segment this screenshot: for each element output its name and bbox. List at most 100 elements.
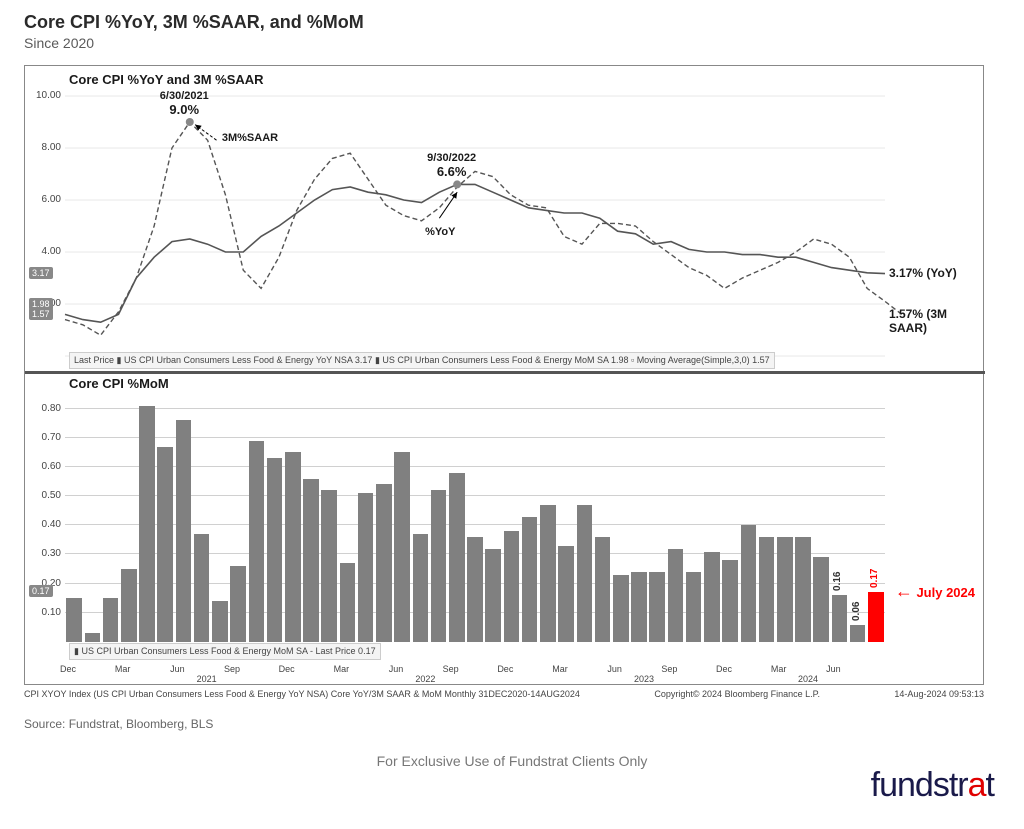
y-tick: 4.00: [31, 246, 61, 257]
y-tick: 10.00: [31, 90, 61, 101]
bottom-panel: Core CPI %MoM 0.100.200.300.400.500.600.…: [25, 374, 985, 664]
bar: [413, 534, 428, 642]
y-tick: 0.80: [31, 403, 61, 414]
annot-june-2021: 6/30/20219.0%: [160, 90, 209, 117]
x-tick-label: Sep: [217, 664, 247, 674]
x-tick-label: Dec: [272, 664, 302, 674]
bar: [649, 572, 664, 642]
subtitle: Since 2020: [24, 35, 1000, 51]
bar: [303, 479, 318, 642]
bar: [431, 490, 446, 642]
y-tick: 0.50: [31, 490, 61, 501]
x-tick-label: Sep: [654, 664, 684, 674]
x-axis: Dec Mar Jun Sep Dec Mar Jun Sep Dec Mar Jun Sep Dec M…: [25, 664, 985, 686]
footer-left: CPI XYOY Index (US CPI Urban Consumers L…: [24, 689, 580, 699]
source-line: Source: Fundstrat, Bloomberg, BLS: [24, 717, 1000, 731]
bar: [813, 557, 828, 642]
bar: [449, 473, 464, 642]
arrow-left-icon: ←: [895, 581, 913, 601]
x-tick-label: Mar: [764, 664, 794, 674]
bar: [103, 598, 118, 642]
end-label: 1.57% (3M SAAR): [889, 307, 985, 335]
bar: [558, 546, 573, 642]
end-label: 3.17% (YoY): [889, 266, 957, 280]
bar: [121, 569, 136, 642]
yoy-series-label: %YoY: [425, 226, 455, 238]
bar: [267, 458, 282, 642]
x-tick-label: Jun: [162, 664, 192, 674]
y-tick: 0.40: [31, 519, 61, 530]
main-title: Core CPI %YoY, 3M %SAAR, and %MoM: [24, 12, 1000, 33]
july-2024-callout: ← July 2024: [895, 581, 975, 602]
saar-series-label: 3M%SAAR: [222, 132, 278, 144]
bar: [321, 490, 336, 642]
bar: [285, 452, 300, 642]
x-tick-label: Jun: [381, 664, 411, 674]
bar: [722, 560, 737, 642]
bar: [795, 537, 810, 642]
x-tick-label: Mar: [108, 664, 138, 674]
y-tick: 8.00: [31, 142, 61, 153]
y-badge: 3.17: [29, 267, 53, 279]
bar: [522, 517, 537, 642]
x-tick-label: Dec: [709, 664, 739, 674]
bar: [66, 598, 81, 642]
x-tick-label: Mar: [326, 664, 356, 674]
bar: [157, 447, 172, 642]
bar: [358, 493, 373, 642]
bar: [176, 420, 191, 642]
footer-notes: CPI XYOY Index (US CPI Urban Consumers L…: [24, 689, 984, 699]
bar-value-label: 0.16: [832, 572, 843, 591]
y-badge: 0.17: [29, 585, 53, 597]
bar: [832, 595, 847, 642]
bar: [504, 531, 519, 642]
x-year-label: 2021: [187, 674, 227, 684]
x-year-label: 2023: [624, 674, 664, 684]
top-legend: Last Price ▮ US CPI Urban Consumers Less…: [69, 352, 775, 369]
y-tick: 0.30: [31, 548, 61, 559]
bar: [467, 537, 482, 642]
x-tick-label: Sep: [436, 664, 466, 674]
bar-container: 0.160.060.17: [65, 394, 885, 642]
annot-sep-2022: 9/30/20226.6%: [427, 152, 476, 179]
x-tick-label: Jun: [818, 664, 848, 674]
bar: [212, 601, 227, 642]
bar: [139, 406, 154, 642]
bar: [230, 566, 245, 642]
gridline: [65, 408, 885, 409]
bar: [595, 537, 610, 642]
x-tick-label: Mar: [545, 664, 575, 674]
bar: [194, 534, 209, 642]
top-panel: Core CPI %YoY and 3M %SAAR 2.004.006.008…: [25, 66, 985, 371]
bottom-panel-title: Core CPI %MoM: [69, 376, 169, 391]
y-badge: 1.57: [29, 308, 53, 320]
y-tick: 0.70: [31, 432, 61, 443]
bar: [376, 484, 391, 642]
bar-value-label: 0.06: [851, 601, 862, 620]
bar: [704, 552, 719, 642]
bar: [577, 505, 592, 642]
x-tick-label: Dec: [490, 664, 520, 674]
bottom-legend: ▮ US CPI Urban Consumers Less Food & Ene…: [69, 643, 381, 660]
fundstrat-logo: fundstrat: [871, 766, 994, 805]
y-tick: 6.00: [31, 194, 61, 205]
x-year-label: 2024: [788, 674, 828, 684]
bar: [668, 549, 683, 642]
y-tick: 0.60: [31, 461, 61, 472]
bar: [741, 525, 756, 642]
x-tick-label: Dec: [53, 664, 83, 674]
bar: [485, 549, 500, 642]
x-tick-label: Jun: [600, 664, 630, 674]
bar: [613, 575, 628, 642]
bar-highlight: [868, 592, 883, 642]
bar: [85, 633, 100, 642]
bar: [340, 563, 355, 642]
bar: [394, 452, 409, 642]
bar: [540, 505, 555, 642]
x-year-label: 2022: [405, 674, 445, 684]
chart-frame: Core CPI %YoY and 3M %SAAR 2.004.006.008…: [24, 65, 984, 685]
y-tick: 0.10: [31, 607, 61, 618]
bar: [686, 572, 701, 642]
bar: [249, 441, 264, 642]
footer-mid: Copyright© 2024 Bloomberg Finance L.P.: [654, 689, 820, 699]
